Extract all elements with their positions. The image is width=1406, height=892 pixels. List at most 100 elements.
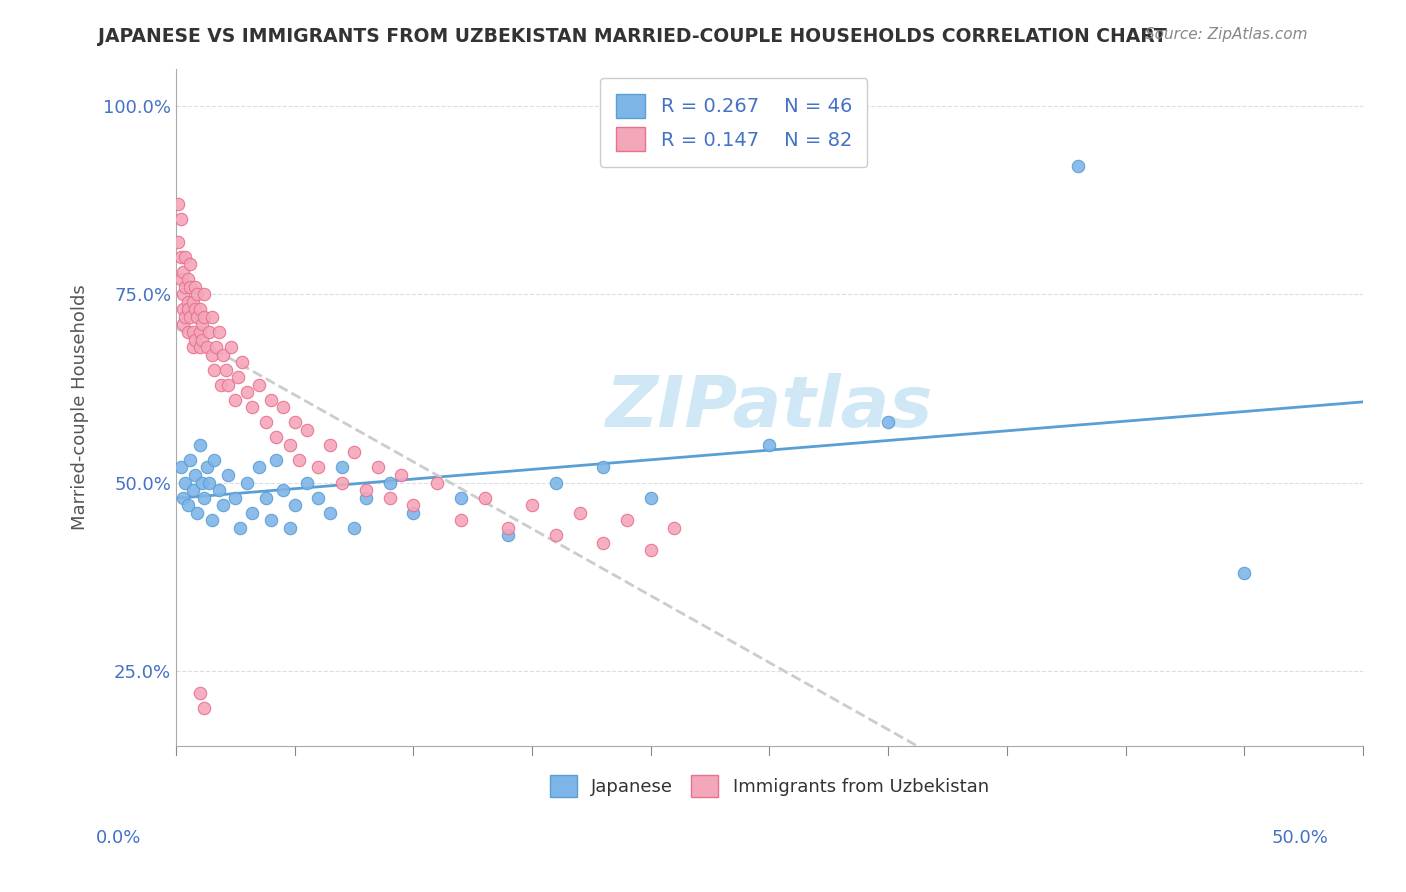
Point <box>193 491 215 505</box>
Point <box>544 528 567 542</box>
Point <box>191 333 214 347</box>
Point <box>254 491 277 505</box>
Point <box>592 460 614 475</box>
Point <box>450 491 472 505</box>
Point <box>240 506 263 520</box>
Point <box>174 250 197 264</box>
Point <box>498 528 520 542</box>
Point <box>172 265 194 279</box>
Point <box>426 475 449 490</box>
Point <box>378 491 401 505</box>
Point <box>172 491 194 505</box>
Text: JAPANESE VS IMMIGRANTS FROM UZBEKISTAN MARRIED-COUPLE HOUSEHOLDS CORRELATION CHA: JAPANESE VS IMMIGRANTS FROM UZBEKISTAN M… <box>98 27 1167 45</box>
Point <box>174 280 197 294</box>
Point <box>167 197 190 211</box>
Point <box>758 438 780 452</box>
Point <box>177 302 200 317</box>
Point <box>343 445 366 459</box>
Point <box>195 340 218 354</box>
Point <box>616 513 638 527</box>
Text: 0.0%: 0.0% <box>96 829 141 847</box>
Point <box>170 250 193 264</box>
Point <box>330 475 353 490</box>
Point <box>181 294 204 309</box>
Point <box>170 212 193 227</box>
Text: 50.0%: 50.0% <box>1272 829 1329 847</box>
Point <box>343 521 366 535</box>
Point <box>260 513 283 527</box>
Point <box>209 377 232 392</box>
Point <box>179 280 201 294</box>
Point <box>208 483 231 497</box>
Point <box>205 340 228 354</box>
Point <box>191 318 214 332</box>
Point <box>184 302 207 317</box>
Point <box>188 302 211 317</box>
Point <box>224 491 246 505</box>
Point <box>877 415 900 429</box>
Point <box>193 701 215 715</box>
Point <box>179 257 201 271</box>
Point <box>174 310 197 324</box>
Point <box>450 513 472 527</box>
Point <box>271 401 294 415</box>
Point <box>179 453 201 467</box>
Point <box>188 686 211 700</box>
Point <box>288 453 311 467</box>
Point <box>217 468 239 483</box>
Point <box>307 460 329 475</box>
Point <box>179 310 201 324</box>
Point <box>184 333 207 347</box>
Point <box>215 362 238 376</box>
Point <box>544 475 567 490</box>
Point <box>520 498 543 512</box>
Text: Source: ZipAtlas.com: Source: ZipAtlas.com <box>1144 27 1308 42</box>
Point <box>193 287 215 301</box>
Point <box>236 385 259 400</box>
Point <box>188 325 211 339</box>
Point <box>184 280 207 294</box>
Point <box>568 506 591 520</box>
Point <box>219 340 242 354</box>
Point <box>177 325 200 339</box>
Point <box>181 340 204 354</box>
Point <box>186 506 208 520</box>
Point <box>1233 566 1256 580</box>
Point <box>260 392 283 407</box>
Point <box>170 460 193 475</box>
Point <box>202 453 225 467</box>
Point <box>172 287 194 301</box>
Point <box>188 438 211 452</box>
Point <box>212 347 235 361</box>
Point <box>1067 160 1090 174</box>
Point <box>200 513 222 527</box>
Point <box>640 543 662 558</box>
Point <box>284 498 307 512</box>
Point <box>295 423 318 437</box>
Point <box>200 347 222 361</box>
Point <box>284 415 307 429</box>
Point <box>236 475 259 490</box>
Point <box>247 377 270 392</box>
Point <box>217 377 239 392</box>
Point <box>186 310 208 324</box>
Point <box>319 438 342 452</box>
Point <box>172 318 194 332</box>
Point <box>498 521 520 535</box>
Y-axis label: Married-couple Households: Married-couple Households <box>72 285 89 530</box>
Point <box>378 475 401 490</box>
Text: ZIPatlas: ZIPatlas <box>606 373 934 442</box>
Point <box>191 475 214 490</box>
Point <box>200 310 222 324</box>
Point <box>231 355 253 369</box>
Point <box>354 491 377 505</box>
Point <box>174 475 197 490</box>
Point <box>354 483 377 497</box>
Point <box>172 302 194 317</box>
Point <box>186 287 208 301</box>
Point <box>295 475 318 490</box>
Point <box>170 272 193 286</box>
Point <box>226 370 249 384</box>
Point <box>229 521 252 535</box>
Point <box>254 415 277 429</box>
